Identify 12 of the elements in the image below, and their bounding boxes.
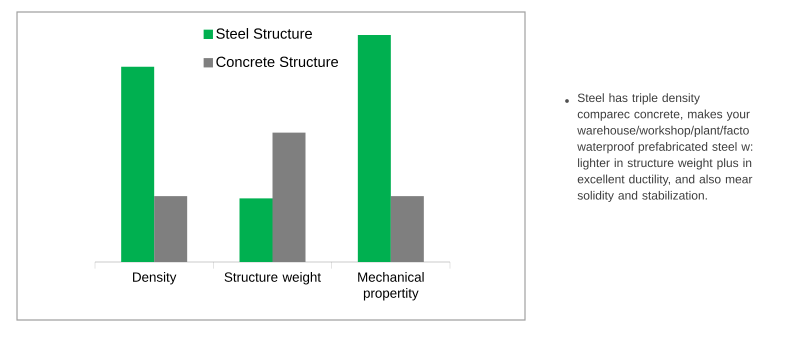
bar (154, 196, 188, 262)
legend-label: Concrete Structure (216, 56, 338, 68)
x-tick-label: Density (133, 272, 176, 284)
legend-label: Steel Structure (216, 28, 312, 39)
bar (240, 198, 273, 262)
bar (358, 34, 391, 262)
bar (390, 196, 424, 262)
x-tick-label: Mechanical propertity (358, 272, 424, 300)
x-tick-label: Structure weight (224, 272, 321, 284)
bar (272, 132, 306, 262)
bar (121, 66, 154, 262)
text: Steel has triple density comparec concrete, makes your warehouse/workshop/plant/facto waterproof prefabricated steel w: lighter in structure weight plus in excellent ductility, and also mear solidity and stabilization. (577, 93, 752, 202)
